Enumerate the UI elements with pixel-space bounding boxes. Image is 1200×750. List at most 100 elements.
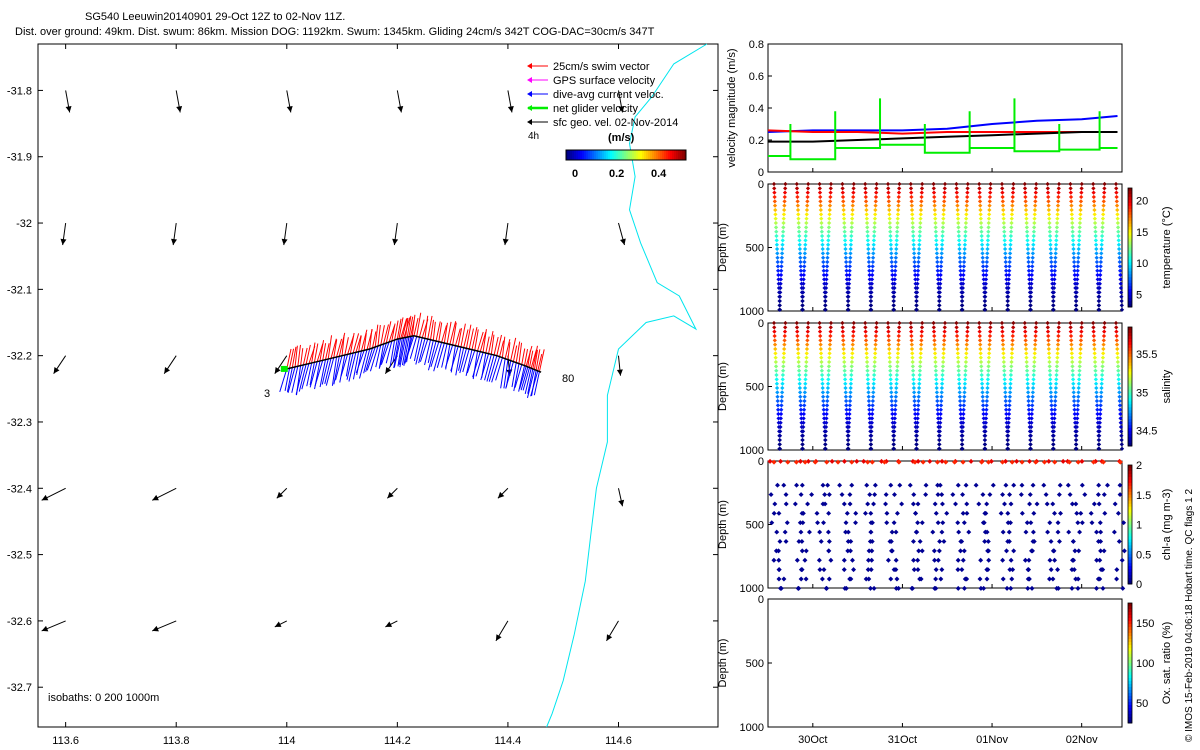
temperature-data-point: [799, 272, 804, 278]
salinity-data-point: [777, 442, 782, 447]
temperature-data-point: [891, 298, 896, 304]
temperature-data-point: [1114, 199, 1119, 204]
salinity-data-point: [794, 325, 800, 330]
salinity-data-point: [1023, 342, 1028, 347]
salinity-colorbar-cell: [1128, 401, 1132, 405]
geo-velocity-arrow-head: [41, 494, 49, 501]
swim-vector: [363, 332, 367, 351]
chl-data-point: [1072, 548, 1078, 554]
temperature-data-point: [821, 264, 826, 269]
salinity-data-point: [1116, 368, 1121, 373]
temperature-data-point: [795, 199, 800, 204]
oxygen-y-tick-label: 1000: [740, 722, 764, 734]
temperature-data-point: [1074, 298, 1079, 304]
glider-track: [286, 335, 542, 373]
salinity-colorbar-cell: [1128, 437, 1132, 441]
salinity-data-point: [1032, 346, 1038, 352]
salinity-data-point: [891, 433, 897, 438]
temperature-data-point: [1046, 203, 1051, 208]
colorbar-cell: [656, 150, 659, 160]
salinity-data-point: [917, 372, 922, 378]
temperature-data-point: [1115, 216, 1120, 221]
temperature-data-point: [1100, 225, 1105, 230]
salinity-data-point: [797, 377, 802, 382]
oxygen-colorbar-cell: [1128, 645, 1132, 649]
temperature-data-point: [1007, 251, 1013, 256]
salinity-data-point: [942, 325, 947, 330]
oxygen-colorbar-cell: [1128, 702, 1132, 706]
salinity-data-point: [1046, 346, 1051, 352]
salinity-data-point: [981, 407, 986, 412]
salinity-data-point: [1094, 390, 1099, 395]
temperature-data-point: [1029, 285, 1034, 291]
salinity-data-point: [1119, 446, 1125, 451]
chl-data-point: [1009, 576, 1015, 582]
chl-colorbar-cell: [1128, 518, 1132, 523]
salinity-data-point: [819, 372, 825, 378]
swim-vector: [344, 337, 349, 356]
temperature-data-point: [985, 246, 990, 252]
chl-data-point: [771, 459, 777, 465]
chl-data-point: [919, 520, 925, 526]
colorbar-cell: [626, 150, 629, 160]
salinity-data-point: [1001, 359, 1006, 365]
salinity-data-point: [982, 442, 987, 447]
chl-data-point: [828, 557, 834, 563]
salinity-data-point: [803, 377, 808, 382]
chl-data-point: [847, 492, 853, 498]
salinity-data-point: [1028, 437, 1033, 443]
temperature-data-point: [797, 242, 802, 247]
colorbar-cell: [680, 150, 683, 160]
salinity-data-point: [912, 394, 917, 399]
salinity-data-point: [1006, 416, 1011, 421]
temperature-data-point: [1079, 181, 1084, 187]
salinity-data-point: [775, 394, 780, 399]
salinity-data-point: [916, 394, 921, 399]
colorbar-cell: [594, 150, 597, 160]
time-tick-label: 01Nov: [976, 734, 1008, 746]
salinity-data-point: [954, 333, 960, 339]
chl-data-point: [841, 458, 847, 464]
salinity-data-point: [797, 390, 803, 395]
chl-data-point: [986, 548, 992, 554]
geo-velocity-arrow-head: [164, 367, 171, 374]
temperature-data-point: [841, 203, 846, 208]
temperature-data-point: [820, 242, 825, 247]
temperature-data-point: [1070, 233, 1076, 239]
chl-data-point: [939, 501, 945, 507]
salinity-data-point: [1024, 368, 1030, 373]
chl-data-point: [1004, 585, 1010, 591]
colorbar-cell: [598, 150, 601, 160]
temperature-data-point: [987, 199, 992, 204]
temperature-colorbar-cell: [1128, 217, 1132, 222]
chl-data-point: [1079, 458, 1085, 464]
salinity-data-point: [1115, 346, 1120, 352]
chl-data-point: [931, 548, 937, 554]
temperature-data-point: [1053, 242, 1059, 247]
salinity-data-point: [1068, 320, 1073, 326]
temperature-data-point: [802, 259, 807, 265]
temperature-data-point: [1119, 290, 1124, 295]
chl-data-point: [825, 529, 831, 535]
salinity-data-point: [849, 359, 855, 365]
salinity-data-point: [955, 338, 960, 343]
temperature-data-point: [1029, 281, 1034, 286]
current-vector: [333, 356, 340, 385]
salinity-data-point: [781, 359, 786, 365]
temperature-data-point: [939, 259, 944, 265]
salinity-data-point: [1119, 442, 1124, 447]
chl-data-point: [1026, 557, 1032, 563]
temperature-data-point: [1069, 199, 1074, 204]
temperature-data-point: [964, 203, 969, 208]
chl-data-point: [802, 557, 808, 563]
salinity-data-point: [942, 320, 948, 326]
temperature-data-point: [795, 203, 800, 208]
temperature-data-point: [1079, 190, 1084, 195]
current-vector: [380, 341, 390, 365]
temperature-data-point: [1097, 294, 1102, 299]
oxygen-colorbar-cell: [1128, 627, 1132, 631]
salinity-data-point: [960, 437, 965, 443]
salinity-y-tick-label: 0: [758, 318, 764, 330]
salinity-data-point: [885, 320, 891, 326]
salinity-data-point: [964, 338, 970, 343]
